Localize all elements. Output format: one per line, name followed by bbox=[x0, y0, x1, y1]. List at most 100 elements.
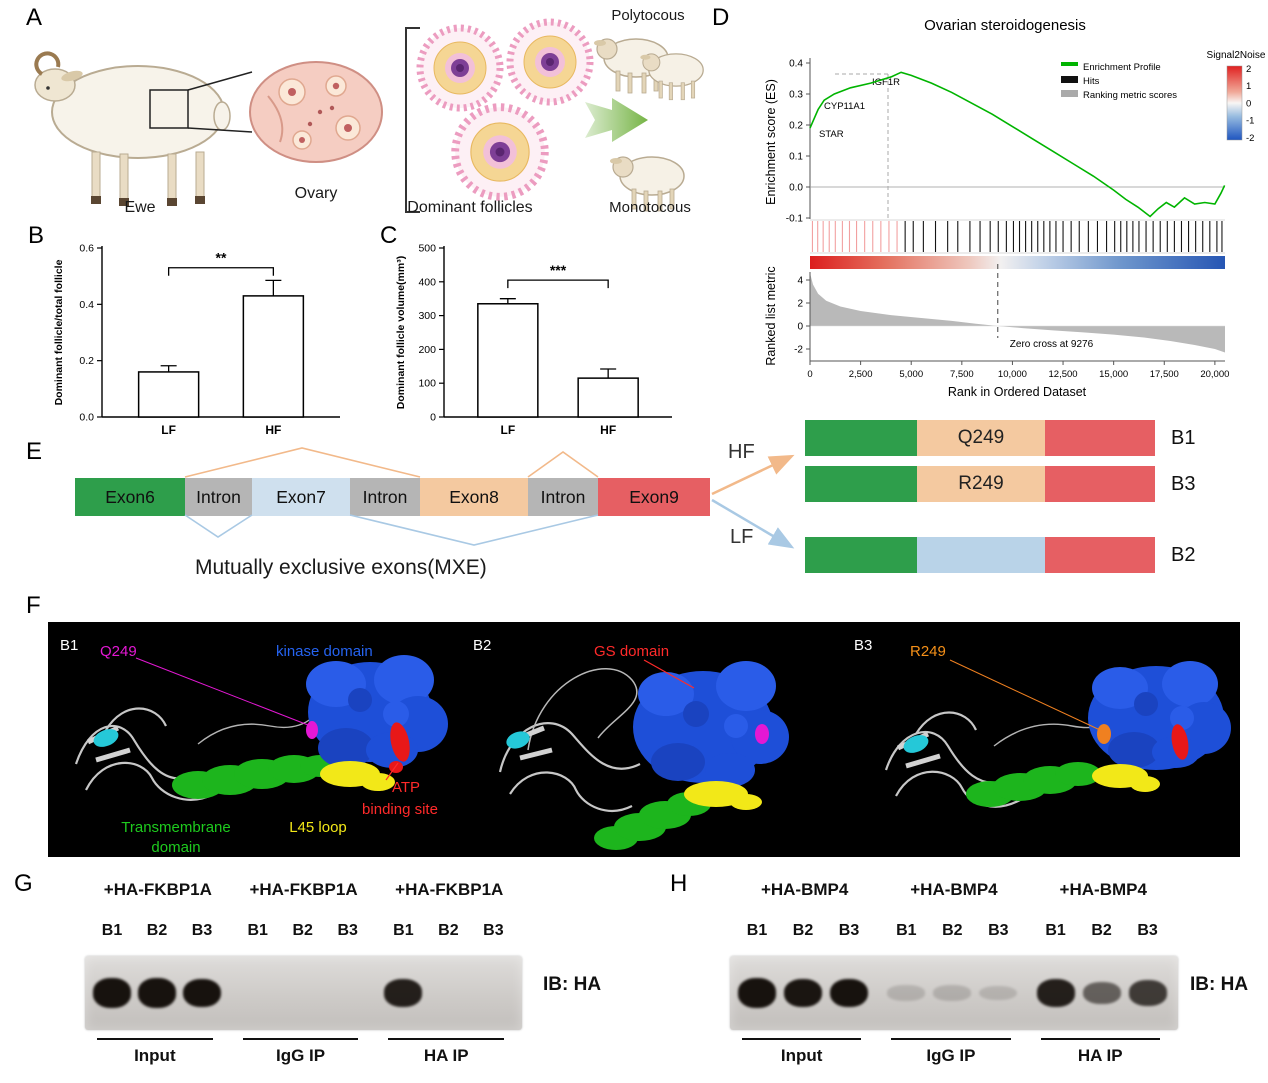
hf-label: HF bbox=[728, 441, 755, 463]
svg-text:1: 1 bbox=[1246, 81, 1251, 92]
blot-lane-label: B3 bbox=[838, 922, 860, 939]
blot-lane-label: B2 bbox=[792, 922, 814, 939]
blot-group-label: +HA-FKBP1A bbox=[395, 880, 504, 899]
ib-ha-label: IB: HA bbox=[543, 974, 602, 995]
blot-band bbox=[1036, 979, 1075, 1007]
signal2noise-colorbar bbox=[1226, 65, 1243, 141]
signal2noise-label: Signal2Noise bbox=[1207, 50, 1266, 61]
svg-text:-0.1: -0.1 bbox=[786, 214, 804, 225]
ranked-metric-area bbox=[810, 273, 1225, 353]
splice-lines bbox=[184, 447, 795, 549]
svg-text:100: 100 bbox=[418, 378, 436, 390]
blot-lane-label: B1 bbox=[746, 922, 768, 939]
svg-text:4: 4 bbox=[797, 276, 803, 287]
isoform-segment bbox=[805, 466, 917, 502]
blot-band bbox=[93, 978, 131, 1008]
blot-lane-label: B3 bbox=[483, 922, 504, 939]
bracket bbox=[405, 27, 420, 213]
bar-HF bbox=[577, 377, 639, 418]
blot-group-label: +HA-BMP4 bbox=[760, 880, 849, 899]
svg-text:HF: HF bbox=[265, 423, 281, 437]
isoform-segment: Q249 bbox=[917, 420, 1045, 456]
panel-f-letter: F bbox=[26, 592, 41, 619]
blot-group-label: +HA-FKBP1A bbox=[249, 880, 358, 899]
svg-text:0.1: 0.1 bbox=[789, 152, 803, 163]
gsea-title: Ovarian steroidogenesis bbox=[924, 17, 1086, 34]
follicle-2 bbox=[510, 22, 590, 102]
exon-segment: Exon7 bbox=[252, 478, 350, 516]
svg-text:2,500: 2,500 bbox=[849, 369, 873, 380]
svg-text:-2: -2 bbox=[1246, 133, 1254, 144]
rank-colorbar bbox=[810, 256, 1225, 269]
y-axis-label: Dominant follicle volume(mm³) bbox=[395, 256, 407, 409]
svg-text:10,000: 10,000 bbox=[998, 369, 1027, 380]
svg-text:0.2: 0.2 bbox=[789, 121, 803, 132]
panel-g-letter: G bbox=[14, 870, 33, 897]
isoform-row: Q249 B1 bbox=[805, 420, 1195, 456]
svg-text:2: 2 bbox=[1246, 64, 1251, 75]
panel-d-letter: D bbox=[712, 4, 730, 31]
blot-membrane bbox=[85, 956, 522, 1030]
svg-text:0.0: 0.0 bbox=[79, 412, 94, 424]
exon-segment: Intron bbox=[528, 478, 598, 516]
follicle-1 bbox=[420, 28, 500, 108]
zero-cross-label: Zero cross at 9276 bbox=[1010, 339, 1094, 350]
blot-band bbox=[933, 985, 972, 1001]
q249-label: Q249 bbox=[100, 643, 137, 660]
gs-domain-label: GS domain bbox=[594, 643, 669, 660]
atp-label-line1: ATP bbox=[392, 779, 420, 796]
r249-site bbox=[1097, 724, 1111, 744]
panel-b-letter: B bbox=[28, 222, 45, 249]
monotocous-label: Monotocous bbox=[609, 199, 691, 216]
svg-text:-2: -2 bbox=[794, 345, 803, 356]
exon-segment: Intron bbox=[185, 478, 252, 516]
blot-lane-label: B2 bbox=[1091, 922, 1112, 939]
r249-label: R249 bbox=[910, 643, 946, 660]
metric-axis-label: Ranked list metric bbox=[764, 266, 778, 365]
x-axis-label: Rank in Ordered Dataset bbox=[948, 385, 1087, 399]
blot-band bbox=[738, 978, 776, 1008]
blot-condition-label: Input bbox=[97, 1038, 213, 1066]
polytocous-lambs bbox=[593, 38, 704, 101]
blot-condition-label: IgG IP bbox=[242, 1038, 359, 1066]
blot-band bbox=[887, 985, 926, 1001]
blot-band bbox=[138, 978, 176, 1008]
isoform-segment bbox=[805, 420, 917, 456]
panel-g-blot: IB: HA +HA-FKBP1A +HA-FKBP1A +HA-FKBP1A B1 B… bbox=[10, 872, 650, 1082]
lf-splice-lines bbox=[184, 514, 599, 546]
svg-text:LF: LF bbox=[501, 423, 516, 437]
panel-d-gsea-plot: Ovarian steroidogenesis Signal2Noise 2 1 0 -1… bbox=[764, 17, 1266, 399]
structure-b2 bbox=[498, 659, 789, 850]
isoform-name: B3 bbox=[1171, 472, 1196, 495]
atp-label-line2: binding site bbox=[362, 801, 438, 818]
blot-condition-label: HA IP bbox=[388, 1038, 505, 1066]
gene-label: IGF1R bbox=[872, 77, 900, 88]
legend-swatch bbox=[1061, 76, 1078, 83]
isoform-segment bbox=[1045, 466, 1155, 502]
ovary-label: Ovary bbox=[295, 185, 338, 202]
svg-text:LF: LF bbox=[161, 423, 176, 437]
blot-lane-label: B3 bbox=[988, 922, 1009, 939]
isoform-row: R249 B3 bbox=[805, 466, 1195, 502]
ewe-label: Ewe bbox=[124, 199, 155, 216]
lf-label: LF bbox=[730, 526, 754, 548]
mxe-caption: Mutually exclusive exons(MXE) bbox=[195, 556, 487, 579]
enrichment-curve bbox=[809, 71, 1226, 218]
ewe-illustration bbox=[34, 51, 231, 206]
panel-c-letter: C bbox=[380, 222, 398, 249]
svg-text:2: 2 bbox=[797, 299, 803, 310]
b3-structure-label: B3 bbox=[854, 637, 872, 654]
svg-text:7,500: 7,500 bbox=[950, 369, 974, 380]
blot-lane-label: B2 bbox=[292, 922, 313, 939]
svg-text:500: 500 bbox=[418, 243, 436, 255]
blot-band bbox=[1128, 980, 1167, 1006]
blot-lane-label: B1 bbox=[896, 922, 917, 939]
b1-structure-label: B1 bbox=[60, 637, 78, 654]
exon-segment: Exon9 bbox=[598, 478, 710, 516]
transmembrane-label-line2: domain bbox=[151, 839, 200, 856]
blot-band bbox=[979, 985, 1018, 1001]
legend-swatch bbox=[1061, 90, 1078, 97]
panel-a-illustration: Ewe Ovary Dominant follicles Polytocous … bbox=[34, 7, 704, 216]
isoform-row: B2 bbox=[805, 537, 1195, 573]
transmembrane-label-line1: Transmembrane bbox=[121, 819, 230, 836]
